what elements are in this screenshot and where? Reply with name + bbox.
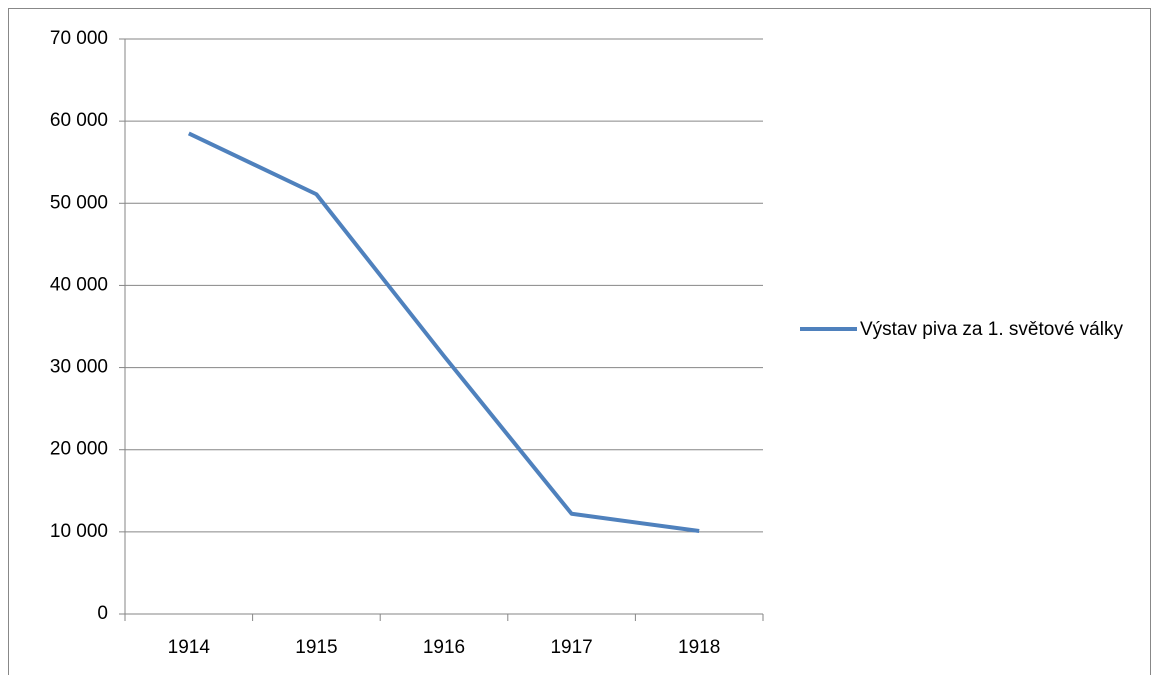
- series-line: [187, 131, 700, 534]
- x-tick-label: 1918: [678, 637, 720, 658]
- x-tick-label: 1917: [550, 637, 592, 658]
- y-tick-label: 0: [97, 603, 108, 624]
- y-tick-label: 70 000: [50, 28, 108, 49]
- legend-label: Výstav piva za 1. světové války: [860, 319, 1123, 340]
- y-tick-label: 50 000: [50, 192, 108, 213]
- x-tick-label: 1914: [168, 637, 211, 658]
- chart-frame: [8, 8, 1151, 675]
- x-tick-label: 1915: [295, 637, 337, 658]
- y-tick-label: 30 000: [50, 357, 108, 378]
- x-tick-label: 1916: [423, 637, 465, 658]
- y-tick-label: 10 000: [50, 521, 108, 542]
- y-tick-label: 60 000: [50, 110, 108, 131]
- y-tick-label: 40 000: [50, 274, 108, 295]
- y-tick-label: 20 000: [50, 439, 108, 460]
